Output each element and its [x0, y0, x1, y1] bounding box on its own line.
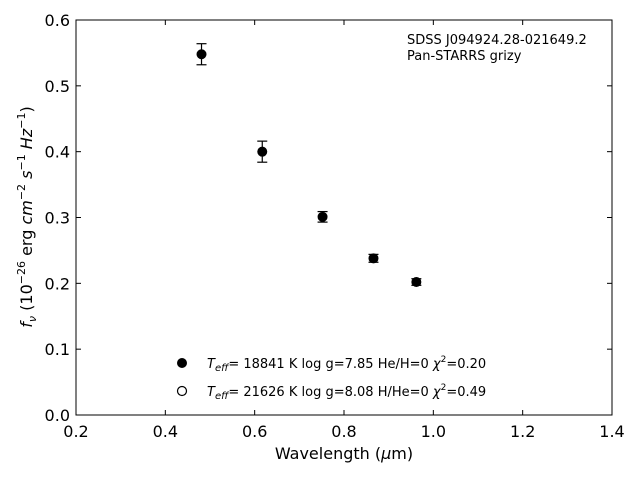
x-axis-label: Wavelength (μm) — [275, 444, 413, 463]
legend-entry-1: Teff= 18841 K log g=7.85 He/H=0 χ2=0.20 — [207, 355, 486, 374]
data-points — [196, 43, 422, 288]
y-tick-label: 0.4 — [45, 143, 70, 162]
plot-frame — [75, 19, 613, 416]
survey-annotation: Pan-STARRS grizy — [407, 49, 522, 64]
x-tick-label: 0.2 — [63, 422, 88, 441]
y-tick-label: 0.6 — [45, 11, 70, 30]
y-tick-label: 0.0 — [45, 406, 70, 425]
y-tick-label: 0.5 — [45, 77, 70, 96]
y-tick-label: 0.2 — [45, 274, 70, 293]
x-tick-label: 0.4 — [153, 422, 178, 441]
legend-marker-open — [176, 385, 188, 397]
legend-entry-2: Teff= 21626 K log g=8.08 H/He=0 χ2=0.49 — [207, 383, 486, 402]
data-point — [411, 277, 422, 288]
legend-marker-filled — [177, 358, 187, 368]
data-point — [317, 211, 328, 222]
y-axis-ticks: 0.0 0.1 0.2 0.3 0.4 0.5 0.6 — [45, 11, 612, 425]
x-tick-label: 0.6 — [242, 422, 267, 441]
object-name-annotation: SDSS J094924.28-021649.2 — [407, 33, 587, 48]
legend: Teff= 18841 K log g=7.85 He/H=0 χ2=0.20 … — [176, 355, 486, 402]
y-axis-label: fν (10−26 erg cm−2 s−1 Hz−1) — [15, 106, 39, 327]
y-tick-label: 0.1 — [45, 340, 70, 359]
x-tick-label: 1.4 — [599, 422, 624, 441]
data-point — [196, 49, 207, 60]
data-point — [257, 146, 268, 157]
y-tick-label: 0.3 — [45, 209, 70, 228]
x-tick-label: 1.2 — [510, 422, 535, 441]
x-axis-ticks: 0.2 0.4 0.6 0.8 1.0 1.2 1.4 — [63, 20, 625, 441]
x-tick-label: 0.8 — [331, 422, 356, 441]
data-point — [368, 253, 379, 264]
x-tick-label: 1.0 — [421, 422, 446, 441]
